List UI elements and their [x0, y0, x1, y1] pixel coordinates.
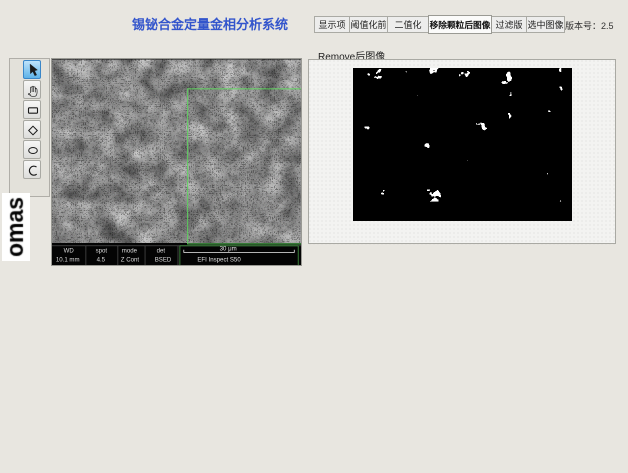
svg-text:Z Cont: Z Cont	[121, 256, 140, 263]
svg-text:det: det	[157, 248, 166, 255]
svg-text:spot: spot	[96, 248, 108, 255]
svg-text:EFI Inspect S50: EFI Inspect S50	[197, 256, 241, 263]
svg-text:WD: WD	[64, 248, 75, 255]
svg-text:10.1 mm: 10.1 mm	[56, 256, 80, 263]
svg-text:30 μm: 30 μm	[220, 246, 237, 253]
svg-text:mode: mode	[122, 248, 138, 255]
svg-text:BSED: BSED	[155, 256, 172, 263]
svg-text:4.5: 4.5	[97, 256, 106, 263]
